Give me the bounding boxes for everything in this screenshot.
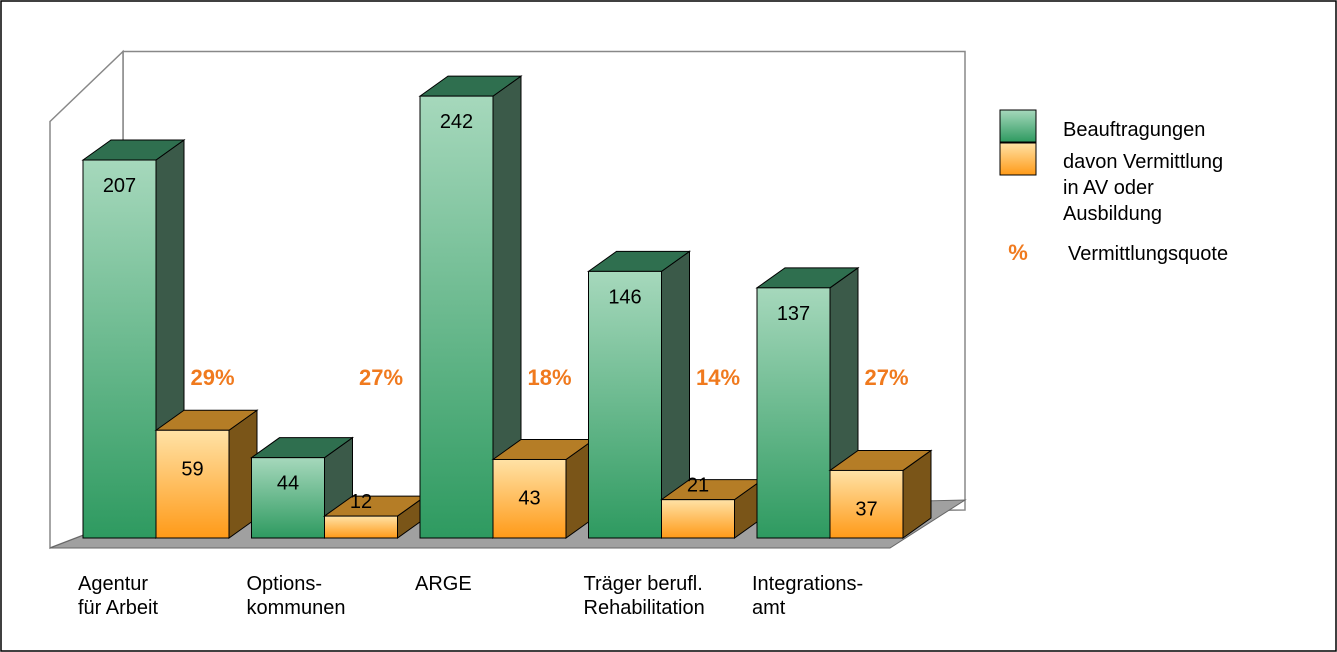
bar-front: [324, 515, 398, 539]
bar-front: [419, 95, 494, 539]
bar-front: [155, 429, 230, 539]
bar-front: [82, 159, 157, 539]
x-tick-label: Options-kommunen: [247, 573, 346, 619]
x-tick-label: Träger berufl. Rehabilitation: [584, 573, 705, 619]
value-label: 137: [777, 303, 810, 325]
value-label: 43: [518, 487, 540, 509]
percent-label: 18%: [527, 365, 571, 390]
legend-swatch: [999, 142, 1037, 176]
x-tick-label: Integrations-amt: [752, 573, 863, 619]
bar-front: [492, 458, 567, 539]
legend-label: Beauftragungen: [1063, 119, 1205, 141]
x-tick-label: ARGE: [415, 573, 472, 595]
percent-label: 27%: [864, 365, 908, 390]
value-label: 59: [181, 458, 203, 480]
percent-label: 14%: [696, 365, 740, 390]
x-tick-label: Agentur für Arbeit: [78, 573, 158, 619]
bar-front: [756, 287, 831, 539]
bar-front: [251, 457, 325, 539]
value-label: 44: [277, 473, 299, 495]
bar: [322, 495, 428, 539]
legend-label: Vermittlungsquote: [1068, 243, 1228, 265]
bar: [491, 438, 596, 539]
bar-front: [661, 499, 735, 539]
bar: [755, 266, 860, 539]
legend-swatch: [999, 109, 1037, 143]
percent-label: 27%: [359, 365, 403, 390]
value-label: 21: [687, 475, 709, 497]
bar: [249, 436, 355, 539]
value-label: 12: [350, 491, 372, 513]
legend-symbol: %: [1008, 240, 1028, 265]
legend-label: davon Vermittlung in AV oder Ausbildung: [1063, 151, 1223, 225]
bar: [659, 478, 765, 539]
bar: [586, 250, 692, 539]
bar: [828, 449, 933, 539]
value-label: 207: [103, 175, 136, 197]
percent-label: 29%: [190, 365, 234, 390]
value-label: 37: [855, 498, 877, 520]
bar: [418, 75, 523, 539]
value-label: 146: [608, 286, 641, 308]
value-label: 242: [440, 111, 473, 133]
bar-front: [588, 270, 662, 539]
bar-front: [829, 469, 904, 539]
bar: [154, 409, 259, 539]
